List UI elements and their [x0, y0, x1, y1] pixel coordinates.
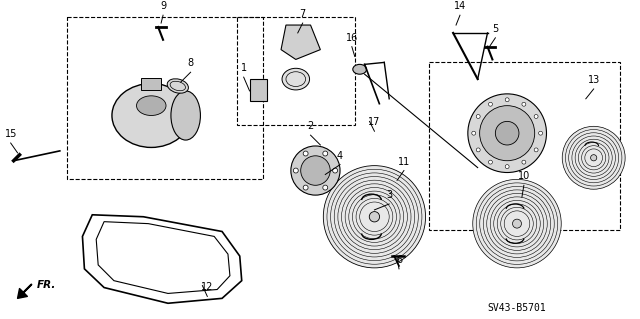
Circle shape: [539, 131, 543, 135]
Circle shape: [488, 160, 492, 164]
Bar: [67, 17, 263, 179]
Text: 1: 1: [241, 63, 247, 73]
Circle shape: [291, 146, 340, 195]
Circle shape: [488, 102, 492, 106]
Circle shape: [476, 148, 480, 152]
Bar: [237, 17, 355, 125]
Text: SV43-B5701: SV43-B5701: [488, 303, 547, 313]
Circle shape: [534, 148, 538, 152]
Circle shape: [534, 115, 538, 118]
Ellipse shape: [136, 96, 166, 115]
Circle shape: [522, 102, 526, 106]
Text: 12: 12: [201, 282, 214, 293]
Circle shape: [505, 98, 509, 102]
Circle shape: [323, 166, 426, 268]
Text: 10: 10: [518, 171, 530, 182]
Text: FR.: FR.: [37, 279, 56, 290]
Text: 11: 11: [398, 157, 410, 167]
Circle shape: [495, 122, 519, 145]
Circle shape: [301, 156, 330, 185]
Circle shape: [323, 151, 328, 156]
Text: 7: 7: [300, 9, 306, 19]
Bar: [429, 63, 620, 230]
Circle shape: [293, 168, 298, 173]
Text: 16: 16: [346, 33, 358, 43]
Circle shape: [479, 106, 534, 161]
Circle shape: [333, 168, 337, 173]
Circle shape: [472, 131, 476, 135]
Circle shape: [303, 185, 308, 190]
Ellipse shape: [282, 68, 310, 90]
Text: 6: 6: [396, 255, 402, 265]
Circle shape: [303, 151, 308, 156]
Polygon shape: [281, 25, 321, 59]
Text: 14: 14: [454, 1, 466, 11]
Circle shape: [591, 155, 596, 161]
FancyArrowPatch shape: [17, 285, 31, 298]
Text: 2: 2: [307, 121, 314, 131]
Bar: [250, 79, 268, 101]
Text: 15: 15: [4, 129, 17, 139]
Circle shape: [369, 211, 380, 222]
Text: 3: 3: [386, 190, 392, 200]
Ellipse shape: [112, 84, 191, 147]
Text: 8: 8: [188, 58, 194, 68]
Text: 5: 5: [492, 24, 499, 34]
Text: 4: 4: [337, 151, 343, 161]
Circle shape: [323, 185, 328, 190]
Ellipse shape: [171, 91, 200, 140]
Circle shape: [522, 160, 526, 164]
Circle shape: [468, 94, 547, 173]
Circle shape: [562, 126, 625, 189]
Text: 17: 17: [368, 117, 381, 127]
Circle shape: [513, 219, 522, 228]
Circle shape: [505, 165, 509, 168]
Ellipse shape: [353, 64, 367, 74]
Text: 13: 13: [588, 75, 600, 85]
Bar: [141, 78, 161, 90]
Circle shape: [473, 179, 561, 268]
Circle shape: [476, 115, 480, 118]
Text: 9: 9: [160, 1, 166, 11]
Ellipse shape: [167, 79, 188, 93]
